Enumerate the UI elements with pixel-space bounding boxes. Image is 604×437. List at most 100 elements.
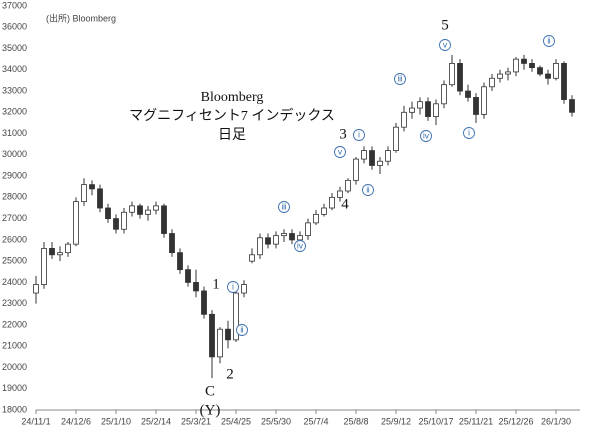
candle-body — [257, 237, 263, 256]
y-tick-label: 27000 — [2, 213, 27, 223]
wave-label: ⅱ — [547, 37, 551, 46]
wave-label: ⅲ — [397, 75, 402, 84]
x-tick-label: 25/4/25 — [221, 416, 251, 426]
x-tick-label: 25/5/30 — [261, 416, 291, 426]
wave-label: 5 — [441, 17, 449, 33]
y-tick-label: 25000 — [2, 256, 27, 266]
wave-label: ⅰ — [232, 283, 234, 292]
wave-label: ⅲ — [281, 203, 286, 212]
y-tick-label: 19000 — [2, 383, 27, 393]
y-tick-label: 30000 — [2, 149, 27, 159]
candle-body — [465, 90, 471, 98]
y-tick-label: 32000 — [2, 107, 27, 117]
candle-body — [497, 73, 503, 79]
candle-body — [81, 184, 87, 203]
x-tick-label: 25/1/10 — [101, 416, 131, 426]
y-tick-label: 29000 — [2, 170, 27, 180]
candle-body — [473, 97, 479, 115]
y-tick-label: 35000 — [2, 43, 27, 53]
wave-label: ⅱ — [366, 186, 370, 195]
wave-circle — [420, 130, 432, 142]
candle-body — [233, 292, 239, 341]
chart-note: 日足 — [218, 128, 246, 143]
candle-body — [209, 313, 215, 358]
x-tick-label: 24/11/1 — [21, 416, 50, 426]
y-tick-label: 31000 — [2, 128, 27, 138]
y-tick-label: 22000 — [2, 319, 27, 329]
candle-body — [481, 86, 487, 115]
wave-label: (Y) — [200, 402, 221, 418]
candle-body — [377, 160, 383, 166]
candle-body — [449, 63, 455, 86]
candle-body — [97, 188, 103, 209]
candle-body — [529, 63, 535, 69]
candle-body — [41, 247, 47, 285]
candle-body — [537, 67, 543, 75]
candle-body — [441, 84, 447, 105]
candle-body — [489, 77, 495, 88]
candle-body — [137, 205, 143, 215]
source: (出所) Bloomberg — [46, 12, 116, 23]
candle-body — [521, 58, 527, 64]
wave-circle — [227, 281, 239, 293]
candle-body — [273, 235, 279, 245]
x-tick-label: 25/3/21 — [181, 416, 211, 426]
wave-circle — [278, 201, 290, 213]
candle-body — [265, 237, 271, 245]
candle-body — [393, 126, 399, 151]
candle-body — [409, 107, 415, 113]
wave-circle — [463, 127, 475, 139]
wave-circle — [439, 39, 451, 51]
wave-circle — [362, 184, 374, 196]
candle-body — [65, 243, 71, 254]
candle-body — [161, 205, 167, 234]
wave-label: ⅳ — [297, 242, 304, 251]
y-tick-label: 28000 — [2, 192, 27, 202]
wave-label: 4 — [341, 196, 349, 212]
y-tick-label: 36000 — [2, 22, 27, 32]
wave-label: C — [205, 383, 215, 399]
candle-body — [89, 184, 95, 190]
y-tick-label: 23000 — [2, 298, 27, 308]
candle-body — [113, 218, 119, 230]
candle-body — [369, 150, 375, 166]
candle-body — [553, 63, 559, 79]
candle-body — [73, 201, 79, 245]
candle-body — [329, 196, 335, 209]
candle-body — [569, 99, 575, 113]
candle-body — [313, 213, 319, 224]
candle-body — [193, 282, 199, 292]
candle-body — [457, 63, 463, 92]
candle-body — [297, 235, 303, 241]
candle-body — [425, 101, 431, 117]
candle-body — [201, 290, 207, 315]
x-tick-label: 25/2/14 — [141, 416, 171, 426]
x-tick-label: 26/1/30 — [541, 416, 571, 426]
candle-body — [385, 150, 391, 162]
wave-label: ⅰ — [468, 129, 470, 138]
candle-body — [433, 103, 439, 117]
candle-body — [49, 247, 55, 256]
candle-body — [545, 73, 551, 79]
candle-body — [345, 179, 351, 192]
x-tick-label: 25/11/21 — [459, 416, 493, 426]
wave-label: ⅴ — [443, 41, 448, 50]
chart-title: Bloomberg — [201, 90, 264, 105]
candle-body — [225, 328, 231, 341]
candle-body — [241, 284, 247, 294]
candle-body — [249, 254, 255, 262]
wave-circle — [394, 73, 406, 85]
candle-body — [217, 328, 223, 358]
wave-circle — [353, 129, 365, 141]
wave-circle — [334, 146, 346, 158]
candle-body — [105, 207, 111, 220]
y-tick-label: 33000 — [2, 85, 27, 95]
wave-label: ⅱ — [240, 326, 244, 335]
x-tick-label: 25/8/8 — [343, 416, 368, 426]
y-tick-label: 18000 — [2, 404, 27, 414]
candle-body — [353, 158, 359, 181]
y-tick-label: 21000 — [2, 341, 27, 351]
candle-body — [289, 233, 295, 241]
